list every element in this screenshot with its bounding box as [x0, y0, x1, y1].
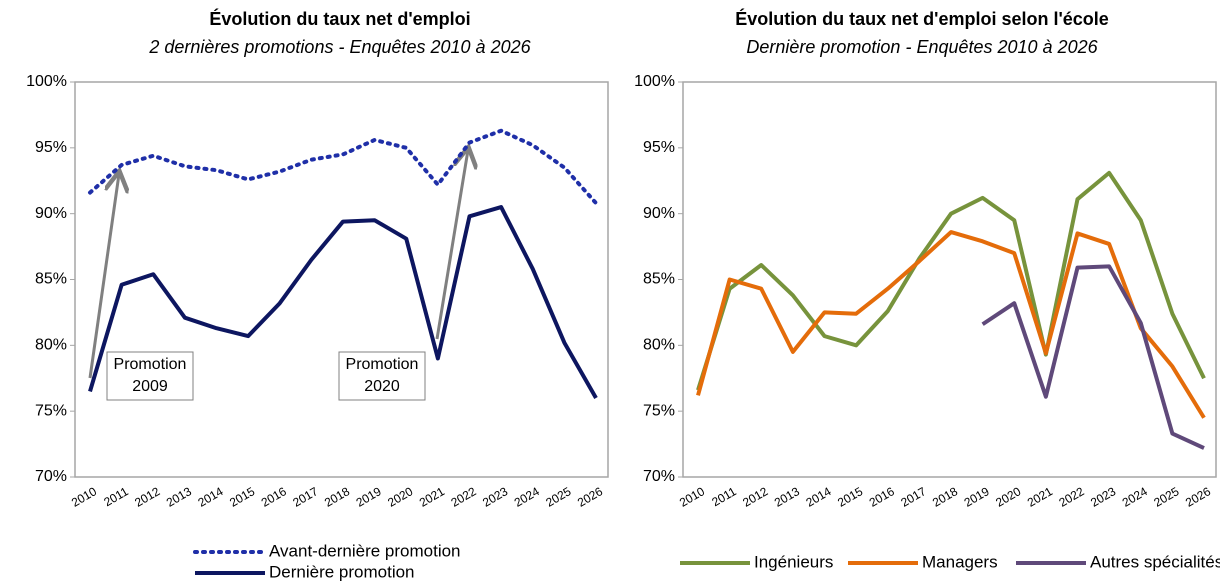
x-tick-label: 2012 — [132, 484, 162, 510]
x-tick-label: 2018 — [322, 484, 352, 510]
annotation-box — [106, 351, 194, 401]
series-line — [88, 128, 598, 206]
x-tick-label: 2026 — [575, 484, 605, 510]
y-tick-label: 95% — [643, 139, 675, 156]
x-tick-label: 2012 — [740, 484, 770, 510]
x-tick-label: 2024 — [1120, 484, 1150, 510]
plot-frame — [682, 81, 1217, 478]
y-tick-label: 80% — [35, 337, 67, 354]
series-line — [696, 230, 1206, 419]
legend-label: Ingénieurs — [754, 552, 833, 571]
chart-title: Évolution du taux net d'emploi selon l'é… — [735, 8, 1109, 29]
y-tick-label: 100% — [26, 73, 67, 90]
x-tick-label: 2023 — [1088, 484, 1118, 510]
x-tick-label: 2015 — [227, 484, 257, 510]
x-tick-label: 2023 — [480, 484, 510, 510]
x-tick-label: 2014 — [803, 484, 833, 510]
annotation-text: 2020 — [364, 378, 400, 395]
x-tick-label: 2025 — [543, 484, 573, 510]
series-line — [696, 170, 1206, 391]
series-line — [981, 264, 1205, 450]
arrow — [435, 150, 468, 340]
x-tick-label: 2016 — [259, 484, 289, 510]
x-tick-label: 2018 — [930, 484, 960, 510]
y-tick-label: 95% — [35, 139, 67, 156]
x-tick-label: 2019 — [354, 484, 384, 510]
x-tick-label: 2024 — [512, 484, 542, 510]
annotation-box — [338, 351, 426, 401]
y-tick-label: 70% — [35, 468, 67, 485]
chart-subtitle: 2 dernières promotions - Enquêtes 2010 à… — [148, 37, 531, 57]
x-tick-label: 2015 — [835, 484, 865, 510]
x-tick-label: 2026 — [1183, 484, 1213, 510]
chart-subtitle: Dernière promotion - Enquêtes 2010 à 202… — [746, 37, 1098, 57]
x-tick-label: 2022 — [1056, 484, 1086, 510]
x-tick-label: 2021 — [417, 484, 447, 510]
y-tick-label: 75% — [35, 402, 67, 419]
arrow — [88, 174, 119, 379]
y-tick-label: 100% — [634, 73, 675, 90]
y-tick-label: 70% — [643, 468, 675, 485]
y-tick-label: 75% — [643, 402, 675, 419]
x-tick-label: 2014 — [195, 484, 225, 510]
x-tick-label: 2019 — [962, 484, 992, 510]
x-tick-label: 2010 — [69, 484, 99, 510]
x-tick-label: 2025 — [1151, 484, 1181, 510]
x-tick-label: 2017 — [898, 484, 928, 510]
x-tick-label: 2021 — [1025, 484, 1055, 510]
x-tick-label: 2022 — [448, 484, 478, 510]
y-tick-label: 90% — [643, 205, 675, 222]
legend-label: Autres spécialités — [1090, 552, 1220, 571]
legend-label: Avant-dernière promotion — [269, 541, 461, 560]
y-tick-label: 90% — [35, 205, 67, 222]
annotation-text: 2009 — [132, 378, 168, 395]
x-tick-label: 2010 — [677, 484, 707, 510]
x-tick-label: 2016 — [867, 484, 897, 510]
series-line — [88, 205, 598, 399]
annotation-text: Promotion — [346, 356, 419, 373]
x-tick-label: 2011 — [101, 484, 131, 509]
x-tick-label: 2020 — [993, 484, 1023, 510]
annotation-text: Promotion — [114, 356, 187, 373]
y-tick-label: 80% — [643, 337, 675, 354]
x-tick-label: 2017 — [290, 484, 320, 510]
chart-title: Évolution du taux net d'emploi — [209, 8, 470, 29]
y-tick-label: 85% — [35, 271, 67, 288]
x-tick-label: 2011 — [709, 484, 739, 509]
x-tick-label: 2013 — [772, 484, 802, 510]
legend-label: Managers — [922, 552, 998, 571]
legend-label: Dernière promotion — [269, 562, 415, 581]
x-tick-label: 2013 — [164, 484, 194, 510]
x-tick-label: 2020 — [385, 484, 415, 510]
y-tick-label: 85% — [643, 271, 675, 288]
